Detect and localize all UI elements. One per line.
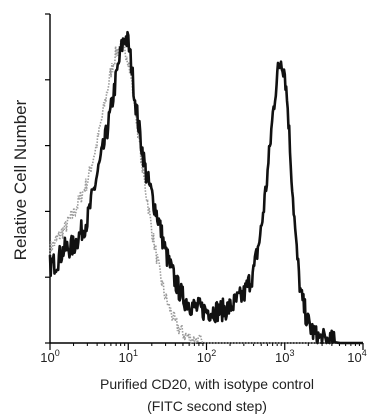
x-tick-label: 101 [119,348,138,365]
y-axis-ticks [45,13,50,344]
x-tick-exponent: 3 [289,348,294,358]
y-axis-label: Relative Cell Number [11,99,30,260]
x-tick-label: 100 [40,348,59,365]
series-0 [49,36,363,346]
series-line [48,30,364,345]
x-tick-exponent: 2 [211,348,216,358]
x-tick-base: 10 [40,350,54,365]
series-1 [48,30,364,345]
x-tick-label: 103 [275,348,294,365]
x-axis-label-line1: Purified CD20, with isotype control [100,376,314,392]
x-tick-base: 10 [347,350,361,365]
x-tick-base: 10 [275,350,289,365]
x-tick-label: 104 [347,348,366,365]
x-axis-label-line2: (FITC second step) [147,398,267,414]
x-tick-base: 10 [197,350,211,365]
x-tick-label: 102 [197,348,216,365]
x-tick-exponent: 0 [55,348,60,358]
x-tick-base: 10 [119,350,133,365]
x-tick-exponent: 4 [362,348,367,358]
x-tick-labels: 100 101 102 103 104 [40,348,366,365]
series-layer [48,30,364,346]
x-axis-ticks [49,343,364,350]
series-line [49,36,363,346]
x-tick-exponent: 1 [133,348,138,358]
